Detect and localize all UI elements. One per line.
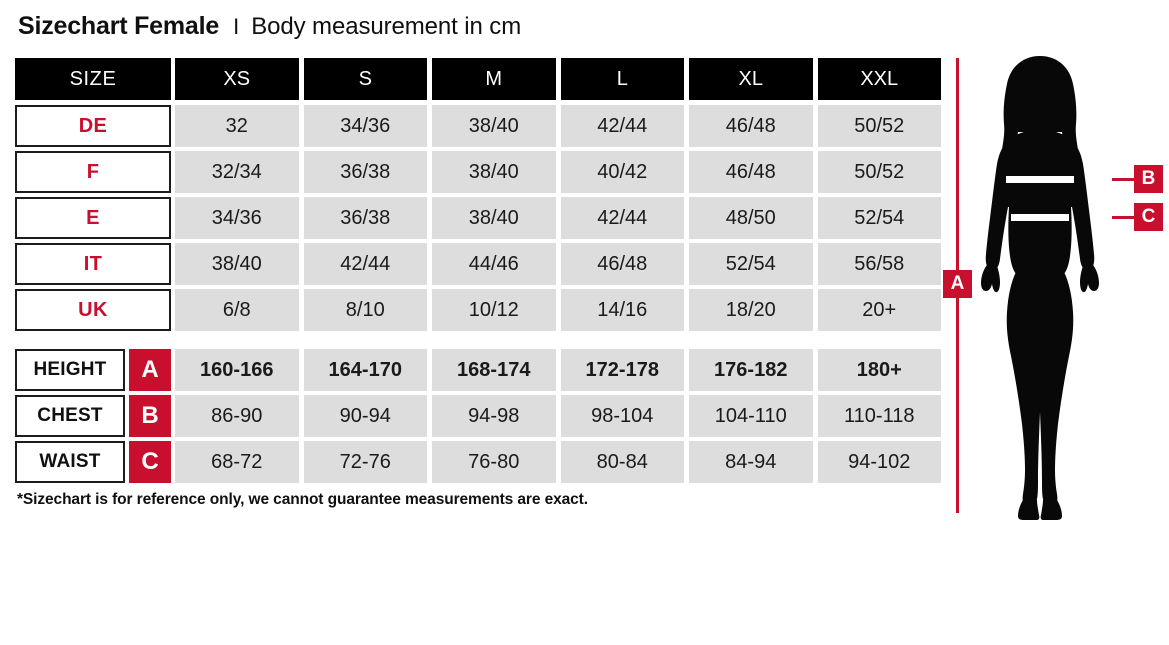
size-header-cells: XS S M L XL XXL (175, 58, 941, 100)
row-label-e: E (15, 197, 171, 239)
row-label-de: DE (15, 105, 171, 147)
cell-e-s: 36/38 (303, 197, 427, 239)
cell-it-s: 42/44 (303, 243, 427, 285)
chest-marker: B (1112, 165, 1163, 193)
row-cells-chest: 86-90 90-94 94-98 98-104 104-110 110-118 (175, 395, 941, 437)
cell-waist-xl: 84-94 (689, 441, 813, 483)
cell-uk-xs: 6/8 (175, 289, 299, 331)
cell-chest-l: 98-104 (560, 395, 684, 437)
cell-it-xs: 38/40 (175, 243, 299, 285)
cell-e-xl: 48/50 (689, 197, 813, 239)
chest-leader-line (1112, 177, 1134, 181)
waist-marker-badge: C (1134, 203, 1163, 231)
cell-height-l: 172-178 (560, 349, 684, 391)
table-row: F 32/34 36/38 38/40 40/42 46/48 50/52 (15, 151, 941, 193)
row-cells-height: 160-166 164-170 168-174 172-178 176-182 … (175, 349, 941, 391)
cell-uk-l: 14/16 (560, 289, 684, 331)
cell-uk-xl: 18/20 (689, 289, 813, 331)
row-label-uk: UK (15, 289, 171, 331)
cell-it-xl: 52/54 (689, 243, 813, 285)
disclaimer-text: *Sizechart is for reference only, we can… (17, 491, 588, 508)
row-cells-e: 34/36 36/38 38/40 42/44 48/50 52/54 (175, 197, 941, 239)
column-header-l: L (560, 58, 684, 100)
title-main: Sizechart Female (18, 12, 220, 40)
column-header-size: SIZE (15, 58, 171, 100)
row-cells-it: 38/40 42/44 44/46 46/48 52/54 56/58 (175, 243, 941, 285)
cell-it-xxl: 56/58 (817, 243, 941, 285)
cell-f-s: 36/38 (303, 151, 427, 193)
cell-height-xs: 160-166 (175, 349, 299, 391)
cell-height-xl: 176-182 (689, 349, 813, 391)
cell-de-xs: 32 (175, 105, 299, 147)
table-header-row: SIZE XS S M L XL XXL (15, 58, 941, 100)
row-badge-a: A (129, 349, 171, 391)
table-row: E 34/36 36/38 38/40 42/44 48/50 52/54 (15, 197, 941, 239)
row-badge-b: B (129, 395, 171, 437)
body-figure-panel: A B C (940, 50, 1169, 520)
waist-leader-line (1112, 215, 1134, 219)
row-label-it: IT (15, 243, 171, 285)
row-cells-f: 32/34 36/38 38/40 40/42 46/48 50/52 (175, 151, 941, 193)
cell-height-s: 164-170 (303, 349, 427, 391)
female-body-silhouette-icon (981, 56, 1099, 520)
cell-height-xxl: 180+ (817, 349, 941, 391)
chest-marker-badge: B (1134, 165, 1163, 193)
table-row: CHEST B 86-90 90-94 94-98 98-104 104-110… (15, 395, 941, 437)
cell-e-l: 42/44 (560, 197, 684, 239)
row-cells-uk: 6/8 8/10 10/12 14/16 18/20 20+ (175, 289, 941, 331)
cell-e-xs: 34/36 (175, 197, 299, 239)
cell-de-xl: 46/48 (689, 105, 813, 147)
row-cells-de: 32 34/36 38/40 42/44 46/48 50/52 (175, 105, 941, 147)
cell-height-m: 168-174 (432, 349, 556, 391)
waist-marker: C (1112, 203, 1163, 231)
cell-f-xxl: 50/52 (817, 151, 941, 193)
cell-chest-m: 94-98 (432, 395, 556, 437)
cell-e-m: 38/40 (432, 197, 556, 239)
cell-e-xxl: 52/54 (817, 197, 941, 239)
cell-waist-l: 80-84 (560, 441, 684, 483)
cell-uk-s: 8/10 (303, 289, 427, 331)
cell-chest-xl: 104-110 (689, 395, 813, 437)
cell-f-xl: 46/48 (689, 151, 813, 193)
cell-de-m: 38/40 (432, 105, 556, 147)
table-row: UK 6/8 8/10 10/12 14/16 18/20 20+ (15, 289, 941, 331)
row-label-chest: CHEST (15, 395, 125, 437)
cell-chest-xs: 86-90 (175, 395, 299, 437)
cell-uk-m: 10/12 (432, 289, 556, 331)
page-title: Sizechart Female I Body measurement in c… (18, 12, 521, 41)
row-cells-waist: 68-72 72-76 76-80 80-84 84-94 94-102 (175, 441, 941, 483)
table-row: DE 32 34/36 38/40 42/44 46/48 50/52 (15, 105, 941, 147)
cell-chest-s: 90-94 (303, 395, 427, 437)
title-subtitle: Body measurement in cm (251, 13, 522, 40)
cell-chest-xxl: 110-118 (817, 395, 941, 437)
column-header-xl: XL (689, 58, 813, 100)
cell-f-xs: 32/34 (175, 151, 299, 193)
table-row: WAIST C 68-72 72-76 76-80 80-84 84-94 94… (15, 441, 941, 483)
column-header-s: S (303, 58, 427, 100)
cell-it-l: 46/48 (560, 243, 684, 285)
cell-f-l: 40/42 (560, 151, 684, 193)
row-label-f: F (15, 151, 171, 193)
table-row: IT 38/40 42/44 44/46 46/48 52/54 56/58 (15, 243, 941, 285)
cell-f-m: 38/40 (432, 151, 556, 193)
column-header-m: M (432, 58, 556, 100)
column-header-xs: XS (175, 58, 299, 100)
row-label-height: HEIGHT (15, 349, 125, 391)
title-separator: I (233, 14, 240, 39)
row-badge-c: C (129, 441, 171, 483)
cell-waist-s: 72-76 (303, 441, 427, 483)
cell-de-s: 34/36 (303, 105, 427, 147)
cell-it-m: 44/46 (432, 243, 556, 285)
cell-waist-xxl: 94-102 (817, 441, 941, 483)
table-row: HEIGHT A 160-166 164-170 168-174 172-178… (15, 349, 941, 391)
cell-uk-xxl: 20+ (817, 289, 941, 331)
cell-waist-m: 76-80 (432, 441, 556, 483)
size-chart-table: SIZE XS S M L XL XXL DE 32 34/36 38/40 4… (15, 58, 941, 487)
cell-de-l: 42/44 (560, 105, 684, 147)
row-label-waist: WAIST (15, 441, 125, 483)
height-marker-badge: A (943, 270, 972, 298)
cell-de-xxl: 50/52 (817, 105, 941, 147)
cell-waist-xs: 68-72 (175, 441, 299, 483)
column-header-xxl: XXL (817, 58, 941, 100)
